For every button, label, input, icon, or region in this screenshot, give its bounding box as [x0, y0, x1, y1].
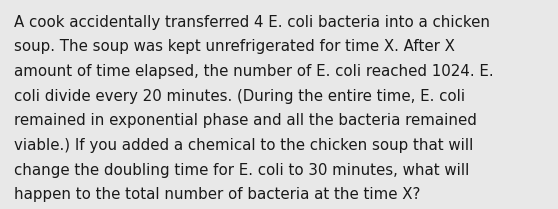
Text: remained in exponential phase and all the bacteria remained: remained in exponential phase and all th… [14, 113, 477, 128]
Text: soup. The soup was kept unrefrigerated for time X. After X: soup. The soup was kept unrefrigerated f… [14, 39, 455, 54]
Text: amount of time elapsed, the number of E. coli reached 1024. E.: amount of time elapsed, the number of E.… [14, 64, 494, 79]
Text: viable.) If you added a chemical to the chicken soup that will: viable.) If you added a chemical to the … [14, 138, 473, 153]
Text: change the doubling time for E. coli to 30 minutes, what will: change the doubling time for E. coli to … [14, 163, 469, 178]
Text: A cook accidentally transferred 4 E. coli bacteria into a chicken: A cook accidentally transferred 4 E. col… [14, 15, 490, 30]
Text: coli divide every 20 minutes. (During the entire time, E. coli: coli divide every 20 minutes. (During th… [14, 89, 465, 104]
Text: happen to the total number of bacteria at the time X?: happen to the total number of bacteria a… [14, 187, 420, 202]
